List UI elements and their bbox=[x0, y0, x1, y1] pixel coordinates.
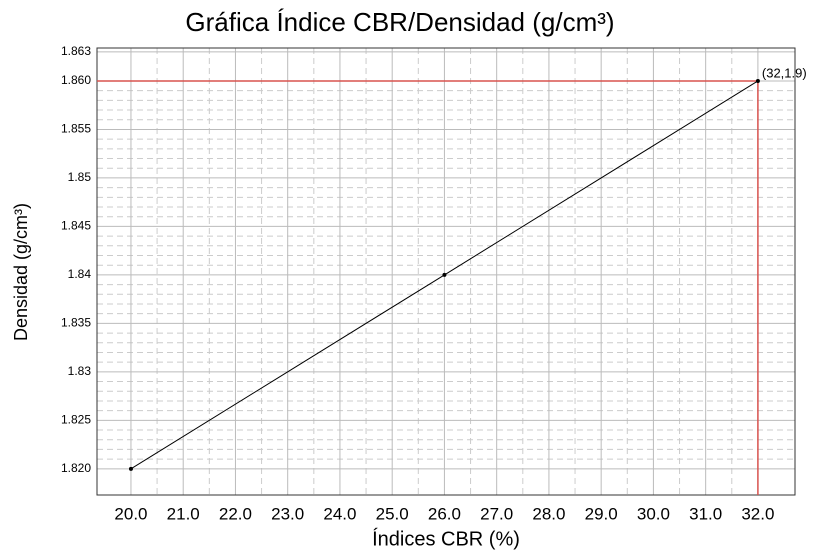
x-tick-label: 22.0 bbox=[219, 504, 252, 523]
x-tick-label: 21.0 bbox=[167, 504, 200, 523]
x-tick-label: 32.0 bbox=[741, 504, 774, 523]
x-tick-label: 26.0 bbox=[428, 504, 461, 523]
plot-frame bbox=[96, 47, 796, 496]
y-tick-label: 1.820 bbox=[61, 461, 91, 475]
x-tick-label: 28.0 bbox=[532, 504, 565, 523]
x-tick-label: 30.0 bbox=[637, 504, 670, 523]
x-tick-label: 31.0 bbox=[689, 504, 722, 523]
y-tick-label: 1.845 bbox=[61, 219, 91, 233]
annotation: (32,1.9) bbox=[762, 65, 807, 80]
x-tick-label: 20.0 bbox=[114, 504, 147, 523]
y-tick-label: 1.855 bbox=[61, 122, 91, 136]
x-tick-label: 29.0 bbox=[585, 504, 618, 523]
y-tick-label: 1.863 bbox=[61, 44, 91, 58]
y-tick-label: 1.825 bbox=[61, 413, 91, 427]
y-tick-label: 1.84 bbox=[68, 267, 92, 281]
chart-title: Gráfica Índice CBR/Densidad (g/cm³) bbox=[185, 7, 614, 37]
x-tick-label: 27.0 bbox=[480, 504, 513, 523]
y-tick-label: 1.83 bbox=[68, 364, 92, 378]
x-tick-label: 25.0 bbox=[376, 504, 409, 523]
x-axis-label: Índices CBR (%) bbox=[372, 527, 520, 550]
y-tick-label: 1.835 bbox=[61, 316, 91, 330]
y-tick-label: 1.860 bbox=[61, 73, 91, 87]
point bbox=[755, 78, 760, 83]
x-tick-label: 23.0 bbox=[271, 504, 304, 523]
y-tick-label: 1.85 bbox=[68, 170, 92, 184]
point bbox=[128, 466, 133, 471]
x-tick-label: 24.0 bbox=[323, 504, 356, 523]
y-axis-label: Densidad (g/cm³) bbox=[11, 203, 31, 341]
point bbox=[442, 272, 447, 277]
